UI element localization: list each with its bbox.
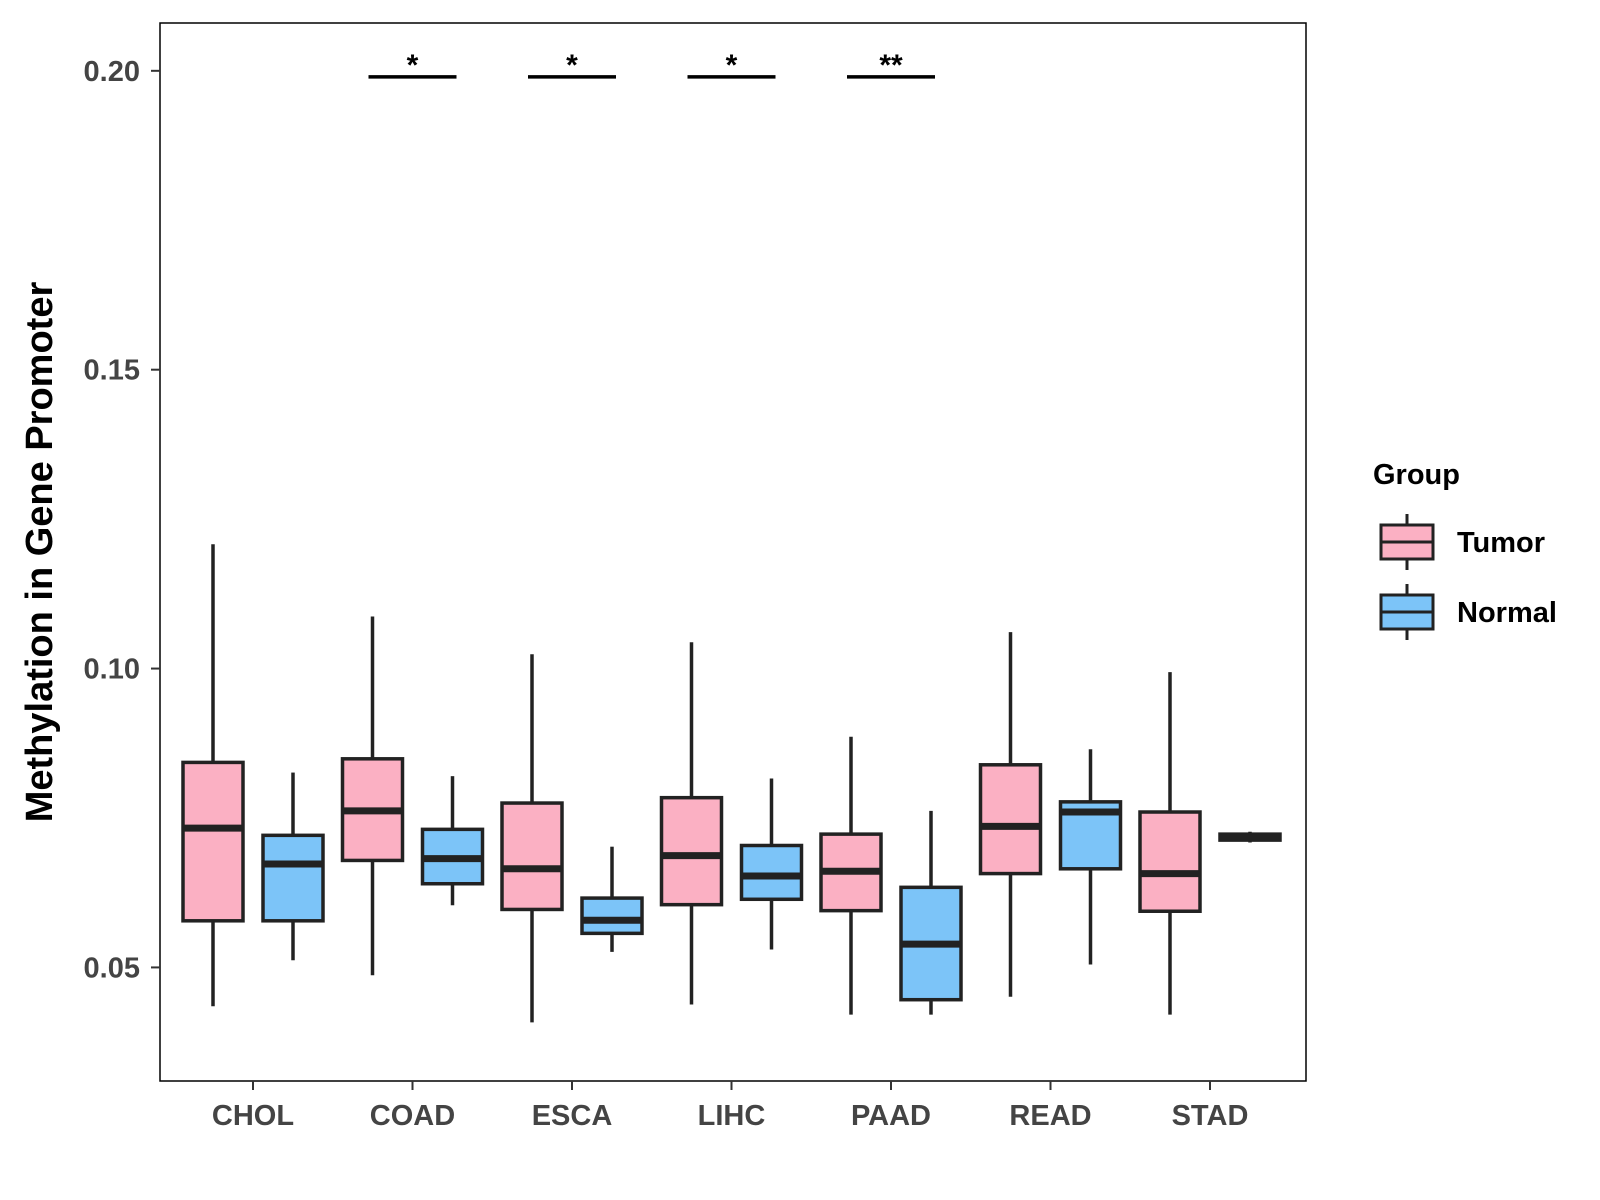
box-tumor-paad bbox=[819, 736, 883, 1015]
y-tick-label: 0.10 bbox=[84, 654, 140, 686]
legend-label-normal: Normal bbox=[1457, 597, 1557, 629]
x-tick-label: LIHC bbox=[698, 1100, 766, 1132]
x-tick-label: PAAD bbox=[851, 1100, 931, 1132]
box-tumor-stad bbox=[1138, 672, 1202, 1015]
box-normal-stad bbox=[1218, 831, 1282, 843]
legend-label-tumor: Tumor bbox=[1457, 527, 1545, 559]
y-axis-title: Methylation in Gene Promoter bbox=[19, 282, 61, 823]
y-axis: 0.05 0.10 0.15 0.20 bbox=[84, 56, 160, 984]
significance-label: * bbox=[407, 49, 419, 82]
box-iqr bbox=[978, 763, 1043, 876]
box-tumor-read bbox=[978, 632, 1043, 997]
boxes bbox=[181, 544, 1282, 1023]
box-iqr bbox=[1138, 810, 1202, 913]
box-iqr bbox=[261, 833, 325, 923]
legend: Group Tumor Normal bbox=[1373, 459, 1557, 640]
x-tick-label: STAD bbox=[1172, 1100, 1249, 1132]
box-tumor-coad bbox=[340, 616, 405, 976]
significance-label: * bbox=[726, 49, 738, 82]
x-tick-label: ESCA bbox=[532, 1100, 613, 1132]
box-iqr bbox=[659, 795, 724, 907]
box-iqr bbox=[580, 896, 644, 936]
box-tumor-esca bbox=[500, 654, 564, 1023]
box-normal-esca bbox=[580, 846, 644, 952]
box-tumor-lihc bbox=[659, 642, 724, 1005]
legend-title: Group bbox=[1373, 459, 1460, 491]
significance-label: * bbox=[566, 49, 578, 82]
box-iqr bbox=[739, 843, 804, 902]
significance-label: ** bbox=[879, 49, 903, 82]
box-normal-read bbox=[1058, 749, 1123, 965]
x-tick-label: CHOL bbox=[212, 1100, 294, 1132]
y-tick-label: 0.15 bbox=[84, 355, 140, 387]
box-iqr bbox=[181, 760, 245, 923]
x-tick-label: READ bbox=[1009, 1100, 1091, 1132]
box-tumor-chol bbox=[181, 544, 245, 1007]
x-tick-label: COAD bbox=[370, 1100, 455, 1132]
y-tick-label: 0.05 bbox=[84, 952, 140, 984]
box-iqr bbox=[500, 801, 564, 912]
box-normal-lihc bbox=[739, 778, 804, 950]
box-normal-coad bbox=[420, 776, 485, 906]
y-tick-label: 0.20 bbox=[84, 56, 140, 88]
box-normal-chol bbox=[261, 772, 325, 961]
box-normal-paad bbox=[899, 810, 963, 1015]
x-axis: CHOL COAD ESCA LIHC PAAD READ STAD bbox=[212, 1081, 1248, 1132]
plot-panel bbox=[159, 22, 1307, 1082]
significance-annotations: * * * ** bbox=[368, 49, 935, 82]
